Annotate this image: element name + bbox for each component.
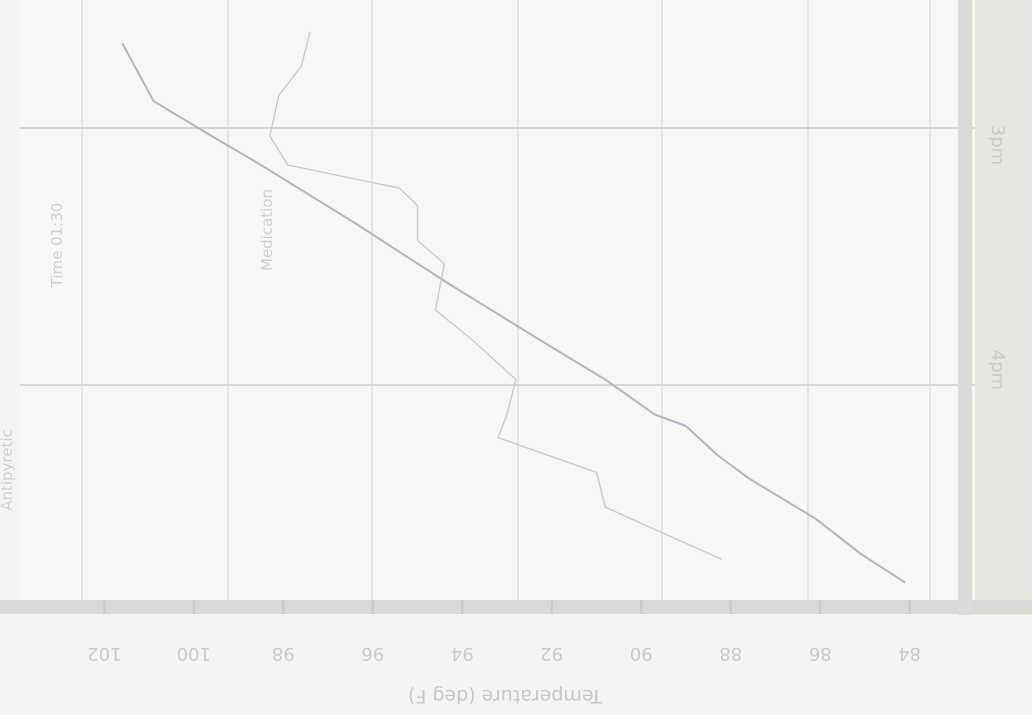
x-tick-label-7: 88 — [719, 643, 742, 664]
x-tick-label-2: 98 — [272, 643, 295, 664]
right-axis-band — [958, 0, 972, 615]
x-tick-label-5: 92 — [540, 643, 563, 664]
annotation-time: Time 01:30 — [48, 203, 66, 289]
x-tick-label-9: 84 — [898, 643, 921, 664]
annotation-antipyretic: Antipyretic — [0, 429, 16, 511]
series-line-0 — [121, 42, 906, 584]
x-tick-label-1: 100 — [177, 643, 211, 664]
series-lines — [121, 31, 906, 584]
plot-area — [20, 0, 975, 608]
x-tick-label-0: 102 — [87, 643, 121, 664]
side-label-4pm: 4pm — [987, 350, 1008, 390]
x-axis-label: Temperature (deg F) — [408, 685, 603, 707]
annotation-medication: Medication — [258, 189, 276, 271]
series-line-1 — [269, 31, 722, 561]
x-tick-label-6: 90 — [630, 643, 653, 664]
x-tick-label-8: 86 — [809, 643, 832, 664]
x-tick-label-4: 94 — [451, 643, 474, 664]
x-axis-band — [0, 600, 1032, 614]
x-tick-label-3: 96 — [361, 643, 384, 664]
side-label-3pm: 3pm — [987, 125, 1008, 165]
x-tick-labels: 102 100 98 96 94 92 90 88 86 84 — [87, 600, 921, 664]
grid-lines — [20, 0, 975, 605]
